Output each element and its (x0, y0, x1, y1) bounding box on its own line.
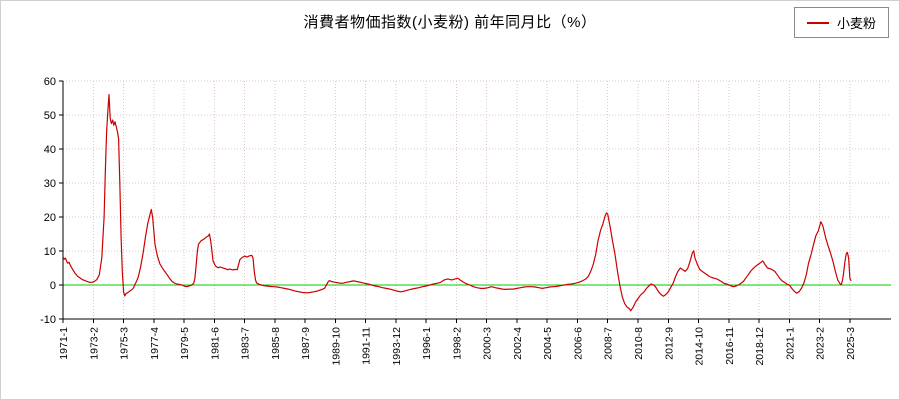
x-tick-label: 1996-1 (421, 327, 433, 360)
y-tick-label: 60 (44, 76, 56, 88)
x-tick-label: 1979-5 (179, 327, 191, 360)
y-tick-label: -10 (40, 314, 56, 326)
x-tick-label: 1973-2 (88, 327, 100, 360)
legend-line-icon (806, 21, 829, 24)
x-tick-label: 2008-7 (603, 327, 615, 360)
series-line (62, 93, 852, 312)
x-tick-label: 1977-4 (149, 327, 161, 360)
x-tick-label: 2018-12 (754, 327, 766, 366)
x-tick-label: 2025-3 (845, 327, 857, 360)
legend-label: 小麦粉 (836, 16, 876, 31)
y-tick-label: 50 (44, 110, 56, 122)
x-tick-label: 1993-12 (391, 327, 403, 366)
x-tick-label: 1987-9 (300, 327, 312, 360)
x-tick-label: 2014-10 (694, 327, 706, 366)
legend: 小麦粉 (793, 7, 889, 38)
x-tick-label: 2010-8 (633, 327, 645, 360)
y-tick-label: 30 (44, 178, 56, 190)
y-tick-label: 20 (44, 212, 56, 224)
x-tick-label: 2023-2 (815, 327, 827, 360)
x-tick-label: 1983-7 (240, 327, 252, 360)
y-tick-label: 40 (44, 144, 56, 156)
x-tick-label: 2000-3 (482, 327, 494, 360)
chart-title: 消費者物価指数(小麦粉) 前年同月比（%） (303, 14, 597, 31)
x-tick-label: 1971-1 (58, 327, 70, 360)
x-tick-label: 1991-11 (361, 327, 373, 365)
y-tick-label: 0 (50, 280, 56, 292)
x-tick-label: 2006-6 (572, 327, 584, 360)
x-tick-label: 2004-5 (542, 327, 554, 360)
x-tick-label: 1975-3 (119, 327, 131, 360)
x-tick-label: 2016-11 (724, 327, 736, 365)
x-tick-label: 2021-1 (784, 327, 796, 360)
y-tick-label: 10 (44, 246, 56, 258)
x-tick-label: 1998-2 (451, 327, 463, 360)
x-tick-label: 2002-4 (512, 327, 524, 360)
x-tick-label: 1981-6 (209, 327, 221, 360)
x-tick-label: 1989-10 (330, 327, 342, 366)
x-tick-label: 2012-9 (663, 327, 675, 360)
x-tick-label: 1985-8 (270, 327, 282, 360)
